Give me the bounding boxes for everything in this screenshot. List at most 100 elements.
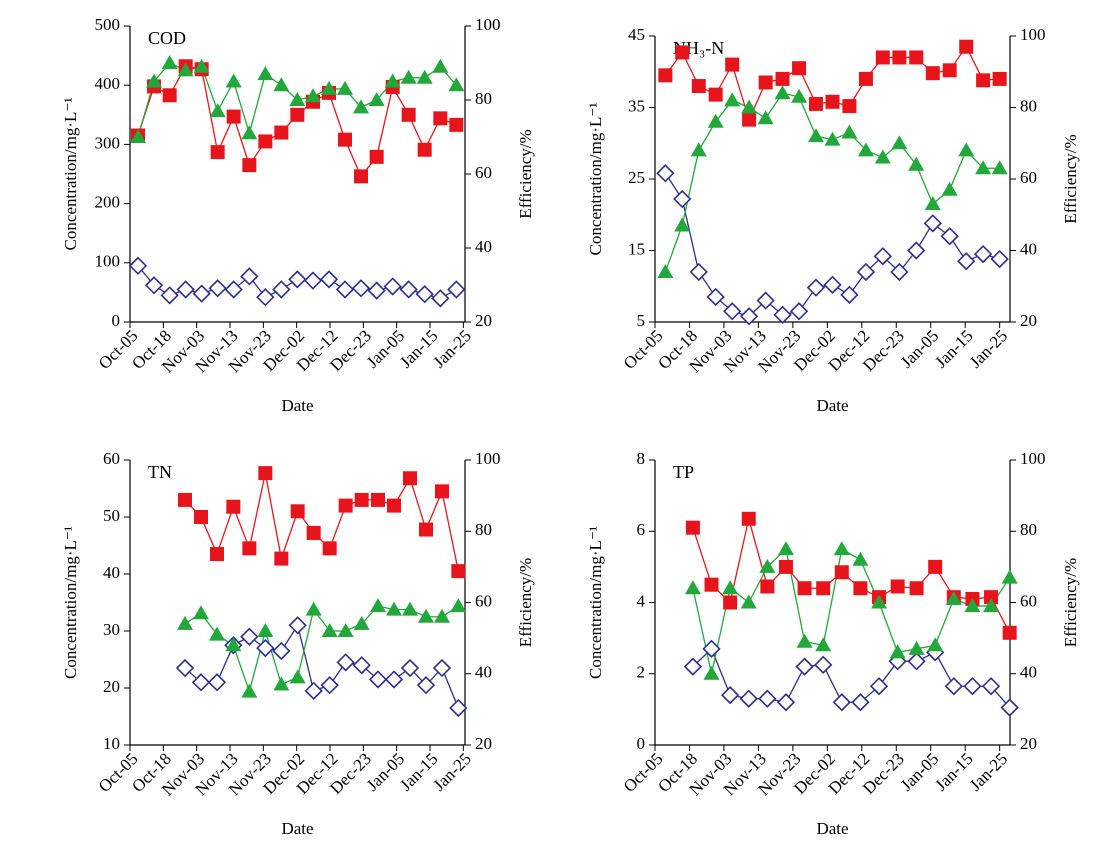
- square-marker: [354, 169, 368, 184]
- square-marker: [226, 499, 241, 514]
- square-marker: [984, 590, 999, 605]
- square-marker: [890, 579, 905, 594]
- triangle-marker: [857, 142, 874, 157]
- triangle-marker: [891, 135, 908, 150]
- diamond-marker: [432, 658, 452, 678]
- triangle-marker: [707, 113, 724, 128]
- y-tick-label: 5: [637, 311, 646, 330]
- diamond-marker: [367, 281, 386, 300]
- triangle-marker: [450, 598, 467, 613]
- diamond-marker: [415, 285, 434, 304]
- triangle-marker: [975, 160, 992, 175]
- diamond-marker: [192, 284, 211, 303]
- y-tick-label: 60: [103, 449, 120, 468]
- y-tick-label: 8: [637, 449, 646, 468]
- series-line: [692, 518, 1011, 634]
- y-tick-label: 500: [95, 15, 121, 34]
- y2-axis-label: Efficiency/%: [516, 129, 535, 218]
- triangle-marker: [941, 181, 958, 196]
- diamond-marker: [873, 247, 892, 266]
- square-marker: [778, 559, 793, 574]
- diamond-marker: [890, 262, 909, 282]
- square-marker: [875, 50, 890, 65]
- square-marker: [976, 73, 991, 88]
- triangle-marker: [871, 594, 888, 609]
- diamond-marker: [272, 641, 291, 661]
- diamond-marker: [336, 653, 355, 672]
- diamond-marker: [963, 677, 982, 696]
- triangle-marker: [384, 73, 401, 88]
- diamond-marker: [973, 244, 993, 264]
- triangle-marker: [908, 640, 925, 655]
- diamond-marker: [304, 681, 323, 700]
- diamond-marker: [940, 227, 959, 246]
- triangle-marker: [193, 605, 209, 620]
- triangle-marker: [241, 125, 258, 140]
- square-marker: [723, 595, 738, 610]
- diamond-marker: [907, 241, 926, 260]
- chart-title: COD: [148, 28, 186, 48]
- diamond-marker: [673, 189, 692, 209]
- triangle-marker: [225, 73, 242, 88]
- y2-tick-label: 40: [1020, 239, 1037, 258]
- square-marker: [825, 94, 840, 109]
- triangle-marker: [815, 637, 832, 652]
- square-marker: [685, 520, 700, 535]
- y2-tick-label: 100: [1020, 449, 1046, 468]
- square-marker: [925, 66, 940, 81]
- triangle-marker: [321, 623, 338, 637]
- square-marker: [742, 112, 757, 127]
- triangle-marker: [924, 196, 941, 211]
- square-marker: [417, 142, 432, 157]
- triangle-marker: [741, 99, 758, 114]
- square-marker: [226, 109, 241, 124]
- diamond-marker: [240, 267, 259, 286]
- series-line: [184, 605, 459, 694]
- y-tick-label: 100: [95, 252, 121, 271]
- y-tick-label: 40: [103, 563, 120, 582]
- square-marker: [842, 99, 857, 114]
- y2-tick-label: 60: [475, 163, 492, 182]
- diamond-marker: [739, 689, 758, 708]
- triangle-marker: [353, 615, 370, 630]
- y2-tick-label: 80: [1020, 520, 1037, 539]
- y-axis-label: Concentration/mg·L⁻¹: [586, 103, 605, 256]
- diamond-marker: [776, 693, 796, 712]
- square-marker: [675, 45, 690, 60]
- square-marker: [725, 57, 740, 72]
- y-tick-label: 400: [95, 74, 121, 93]
- x-tick-label: Jan-25: [429, 326, 474, 371]
- triangle-marker: [130, 129, 146, 143]
- diamond-marker: [431, 289, 450, 308]
- y2-tick-label: 100: [1020, 25, 1046, 44]
- triangle-marker: [400, 69, 417, 84]
- triangle-marker: [241, 683, 258, 698]
- diamond-marker: [240, 627, 259, 646]
- square-marker: [274, 125, 289, 140]
- y-tick-label: 20: [103, 677, 120, 696]
- diamond-marker: [288, 270, 307, 289]
- y-tick-label: 30: [103, 620, 120, 639]
- chart-title: TN: [148, 462, 172, 482]
- triangle-marker: [777, 541, 794, 556]
- subplot: 0246820406080100Oct-05Oct-18Nov-03Nov-13…: [586, 449, 1080, 838]
- triangle-marker: [177, 62, 194, 77]
- y-tick-label: 10: [103, 734, 120, 753]
- square-marker: [704, 577, 719, 592]
- y-tick-label: 200: [95, 193, 121, 212]
- triangle-marker: [991, 160, 1008, 175]
- square-marker: [435, 484, 449, 499]
- triangle-marker: [958, 142, 975, 157]
- triangle-marker: [796, 633, 813, 648]
- x-tick-label: Jan-05: [897, 749, 942, 794]
- x-tick-label: Jan-15: [931, 749, 976, 794]
- triangle-marker: [852, 551, 869, 566]
- y2-tick-label: 20: [1020, 311, 1037, 330]
- square-marker: [758, 75, 773, 90]
- diamond-marker: [806, 278, 826, 297]
- diamond-marker: [224, 280, 243, 299]
- square-marker: [369, 149, 384, 164]
- diamond-marker: [320, 676, 339, 695]
